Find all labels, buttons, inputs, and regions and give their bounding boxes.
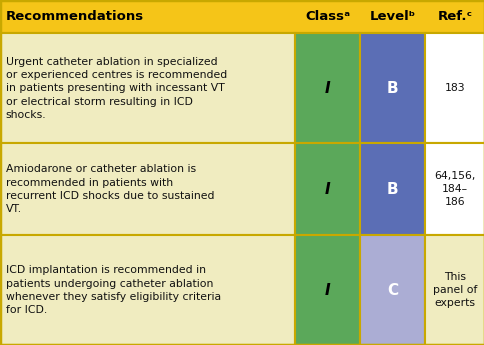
Bar [0,235,294,345]
Bar [0,0,484,33]
Text: This
panel of
experts: This panel of experts [432,272,476,308]
Bar [294,33,359,143]
Text: Ref.ᶜ: Ref.ᶜ [437,10,471,23]
Text: I: I [324,182,330,197]
Text: I: I [324,283,330,298]
Bar [359,33,424,143]
Bar [424,143,484,235]
Bar [294,235,359,345]
Bar [424,235,484,345]
Text: Classᵃ: Classᵃ [304,10,349,23]
Bar [294,143,359,235]
Text: I: I [324,81,330,96]
Bar [359,143,424,235]
Text: Recommendations: Recommendations [6,10,144,23]
Bar [359,235,424,345]
Text: C: C [386,283,397,298]
Text: Amiodarone or catheter ablation is
recommended in patients with
recurrent ICD sh: Amiodarone or catheter ablation is recom… [6,165,214,214]
Text: Urgent catheter ablation in specialized
or experienced centres is recommended
in: Urgent catheter ablation in specialized … [6,57,227,120]
Bar [0,143,294,235]
Text: 183: 183 [444,83,464,93]
Text: ICD implantation is recommended in
patients undergoing catheter ablation
wheneve: ICD implantation is recommended in patie… [6,265,221,315]
Bar [424,33,484,143]
Text: B: B [386,81,397,96]
Text: 64,156,
184–
186: 64,156, 184– 186 [433,171,475,207]
Text: Levelᵇ: Levelᵇ [369,10,415,23]
Bar [0,33,294,143]
Text: B: B [386,182,397,197]
